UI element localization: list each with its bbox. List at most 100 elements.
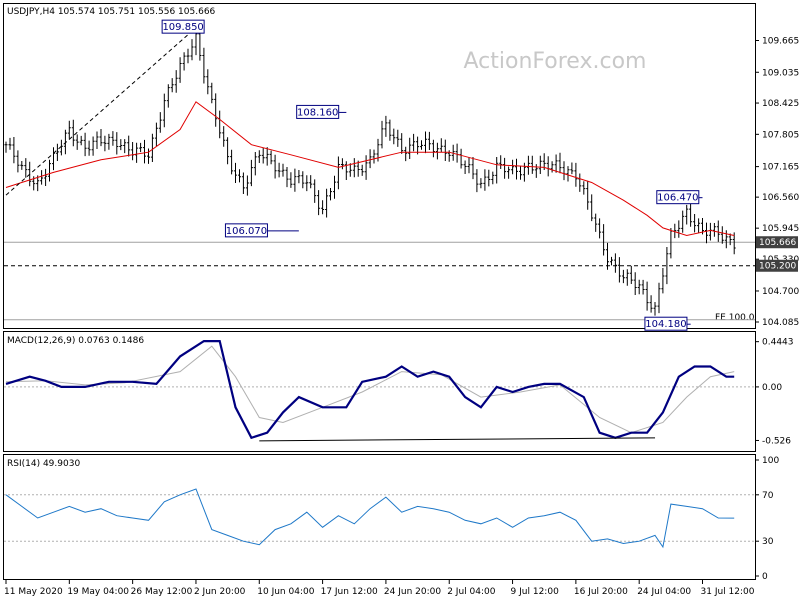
candle-bar [36, 175, 40, 192]
time-tick-label: 11 May 2020 [4, 587, 63, 597]
time-tick-label: 31 Jul 12:00 [701, 587, 755, 597]
candle-bar [63, 129, 67, 155]
time-tick-label: 24 Jun 20:00 [384, 587, 441, 597]
candle-bar [507, 166, 511, 179]
candle-bar [147, 148, 150, 164]
candle-bar [471, 157, 475, 180]
candle-bar [356, 160, 360, 177]
candle-bar [550, 161, 554, 173]
candle-bar [154, 122, 158, 147]
candle-bar [12, 137, 16, 164]
macd-main-line [5, 340, 735, 440]
candle-bar [360, 164, 364, 176]
candle-bar [336, 156, 340, 190]
candle-bar [697, 218, 701, 234]
candle-bar [610, 256, 613, 266]
candle-bar [340, 158, 344, 170]
time-tick-label: 17 Jun 12:00 [321, 587, 378, 597]
rsi-tick-label: 70 [762, 491, 774, 501]
candle-bar [309, 175, 313, 189]
candle-bar [412, 133, 416, 152]
candle-bar [665, 247, 669, 285]
candle-bar [499, 155, 503, 169]
rsi-header: RSI(14) 49.9030 [7, 459, 80, 469]
candle-bar [4, 141, 8, 153]
candle-bar [590, 194, 594, 222]
candle-bar [400, 133, 404, 154]
candle-bar [348, 163, 352, 177]
candle-bar [325, 188, 329, 218]
candle-bar [617, 257, 621, 283]
price-tick-label: 108.425 [762, 99, 799, 109]
candle-bar [479, 178, 483, 189]
price-candles [4, 28, 736, 316]
time-axis: 11 May 2020 19 May 04:00 26 May 12:00 2 Jun… [4, 580, 755, 597]
candle-bar [439, 138, 443, 153]
candle-bar [724, 230, 728, 249]
candle-bar [677, 220, 681, 238]
candle-bar [123, 139, 127, 154]
candle-bar [685, 204, 689, 225]
candle-bar [67, 120, 71, 139]
candle-bar [87, 140, 91, 156]
candle-bar [269, 150, 273, 165]
price-tick-label: 109.035 [762, 68, 799, 78]
candle-bar [20, 161, 24, 170]
time-tick-label: 2 Jun 20:00 [194, 587, 246, 597]
level-price-tag-label: 105.200 [759, 262, 796, 272]
candle-bar [503, 157, 507, 179]
candle-bar [404, 146, 408, 162]
price-tick-label: 104.700 [762, 287, 799, 297]
candle-bar [463, 160, 467, 174]
rsi-axis: 100 70 30 0 [755, 456, 779, 582]
candle-bar [641, 279, 645, 295]
candle-bar [150, 133, 154, 162]
callout-label: 108.160 [297, 107, 338, 118]
price-reference-lines [4, 241, 755, 321]
macd-header: MACD(12,26,9) 0.0763 0.1486 [7, 336, 144, 346]
time-tick-label: 10 Jun 04:00 [257, 587, 314, 597]
time-tick-label: 2 Jul 04:00 [447, 587, 496, 597]
callout-box [224, 223, 268, 238]
candle-bar [554, 154, 558, 173]
candle-bar [594, 213, 598, 232]
candle-bar [435, 142, 439, 160]
candle-bar [44, 168, 48, 186]
callout-label: 106.470 [657, 193, 698, 204]
candle-bar [566, 166, 570, 182]
candle-bar [475, 169, 479, 193]
macd-group [4, 340, 755, 442]
candle-bar [368, 149, 372, 169]
candle-bar [629, 265, 633, 284]
macd-tick-label: -0.526 [762, 436, 791, 446]
candle-bar [16, 150, 20, 173]
candle-bar [182, 52, 186, 71]
candle-bar [487, 169, 491, 187]
candle-bar [329, 188, 332, 201]
macd-signal-line [5, 345, 735, 434]
candle-bar [321, 200, 325, 215]
candle-bar [384, 115, 388, 137]
rising-trendline [5, 30, 193, 196]
candle-bar [689, 201, 693, 227]
candle-bar [249, 159, 253, 187]
candle-bar [416, 136, 420, 155]
price-tags: 105.666 105.200 [756, 236, 798, 272]
candle-bar [261, 147, 265, 164]
candle-bar [99, 129, 103, 147]
candle-bar [253, 152, 257, 176]
rsi-line [5, 488, 735, 549]
candle-bar [234, 162, 237, 183]
candle-bar [95, 131, 99, 149]
price-tick-label: 107.805 [762, 130, 799, 140]
macd-pane [3, 331, 756, 452]
candle-bar [495, 157, 499, 184]
candle-bar [396, 129, 400, 147]
candle-bar [653, 302, 657, 316]
candle-bar [388, 119, 392, 141]
candle-bar [305, 175, 309, 192]
rsi-tick-label: 100 [762, 456, 779, 466]
candle-bar [198, 28, 202, 61]
